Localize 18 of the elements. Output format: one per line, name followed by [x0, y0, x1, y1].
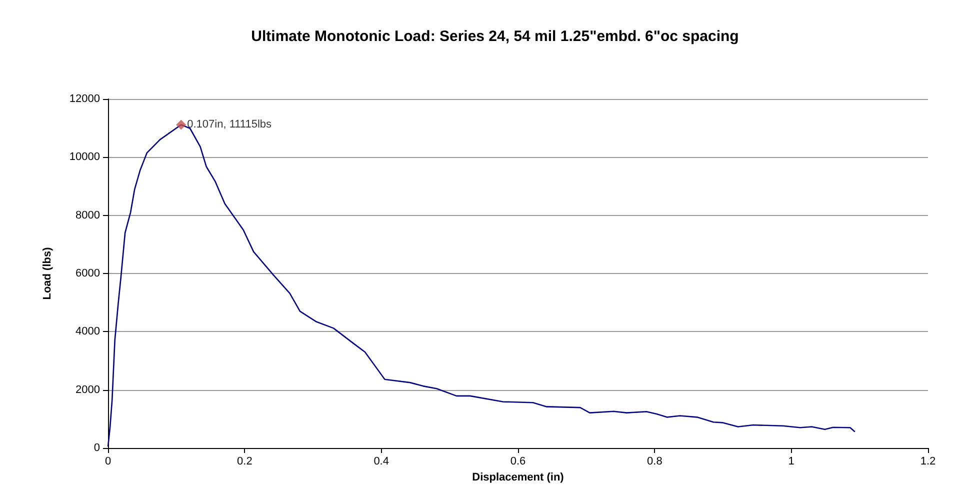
x-tick-label: 0 — [104, 456, 112, 468]
x-axis-title: Displacement (in) — [472, 471, 564, 484]
x-tick-label: 0.6 — [510, 456, 526, 468]
x-tick-label: 0.4 — [374, 456, 389, 468]
y-tick-label: 0 — [94, 442, 100, 454]
x-tick-label: 1.2 — [920, 456, 936, 468]
y-tick-label: 8000 — [76, 209, 100, 222]
y-tick-label: 6000 — [76, 268, 100, 280]
chart-title: Ultimate Monotonic Load: Series 24, 54 mil 1.25"embd. 6"oc spacing — [251, 28, 739, 45]
annotation: 0.107in, 11115lbs — [187, 118, 272, 131]
x-tick-label: 1 — [788, 456, 794, 468]
y-tick-label: 4000 — [76, 326, 100, 338]
x-tick-label: 0.2 — [237, 456, 252, 468]
y-tick-label: 2000 — [76, 384, 100, 396]
x-tick-label: 0.8 — [647, 456, 662, 468]
y-tick-label: 10000 — [69, 151, 100, 164]
y-axis-title: Load (lbs) — [42, 246, 54, 300]
y-tick-label: 12000 — [69, 93, 100, 105]
